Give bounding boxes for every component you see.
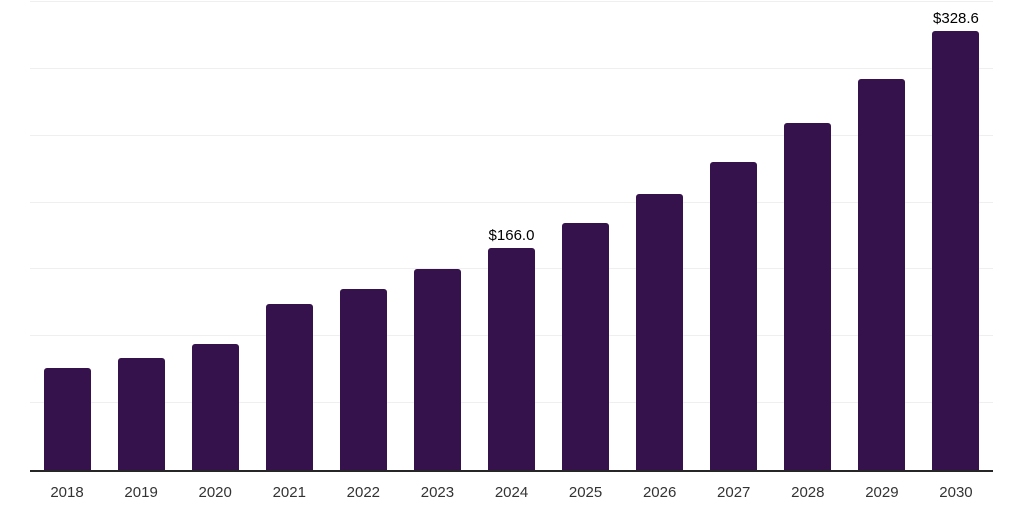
bar-value-label-2030: $328.6 [933, 9, 979, 27]
bar-2025 [562, 223, 610, 470]
x-axis-line [30, 470, 993, 472]
x-tick-label-2029: 2029 [865, 484, 899, 501]
x-tick-label-2021: 2021 [272, 484, 306, 501]
x-tick-label-2024: 2024 [494, 484, 529, 501]
x-tick-label-2022: 2022 [346, 484, 381, 501]
bar-2018 [43, 367, 91, 470]
x-tick-label-2025: 2025 [568, 484, 603, 501]
gridline-300 [30, 67, 993, 69]
x-tick-label-2027: 2027 [717, 484, 751, 501]
bar-2020 [191, 344, 239, 470]
bar-2030 [932, 30, 980, 470]
x-tick-label-2023: 2023 [420, 484, 455, 501]
x-tick-label-2018: 2018 [50, 484, 84, 501]
bar-2019 [117, 357, 165, 470]
bar-2026 [636, 194, 684, 470]
bar-2028 [784, 122, 832, 470]
plot-area: $166.0 $328.6 [30, 1, 993, 470]
bar-2029 [858, 79, 906, 470]
x-tick-label-2026: 2026 [642, 484, 677, 501]
gridline-200 [30, 201, 993, 203]
gridline-350 [30, 1, 993, 2]
x-tick-label-2028: 2028 [791, 484, 825, 501]
bar-value-label-2024: $166.0 [488, 227, 535, 245]
gridline-250 [30, 134, 993, 136]
bar-2021 [265, 303, 313, 470]
x-tick-label-2019: 2019 [124, 484, 158, 501]
x-tick-label-2030: 2030 [939, 484, 973, 501]
bar-2023 [413, 269, 461, 470]
bar-2024 [488, 248, 535, 470]
x-tick-label-2020: 2020 [198, 484, 232, 501]
bar-2027 [710, 161, 758, 470]
x-axis-labels: 2018 2019 2020 2021 2022 2023 2024 2025 2026 2027… [30, 472, 993, 512]
bar-2022 [339, 289, 387, 470]
